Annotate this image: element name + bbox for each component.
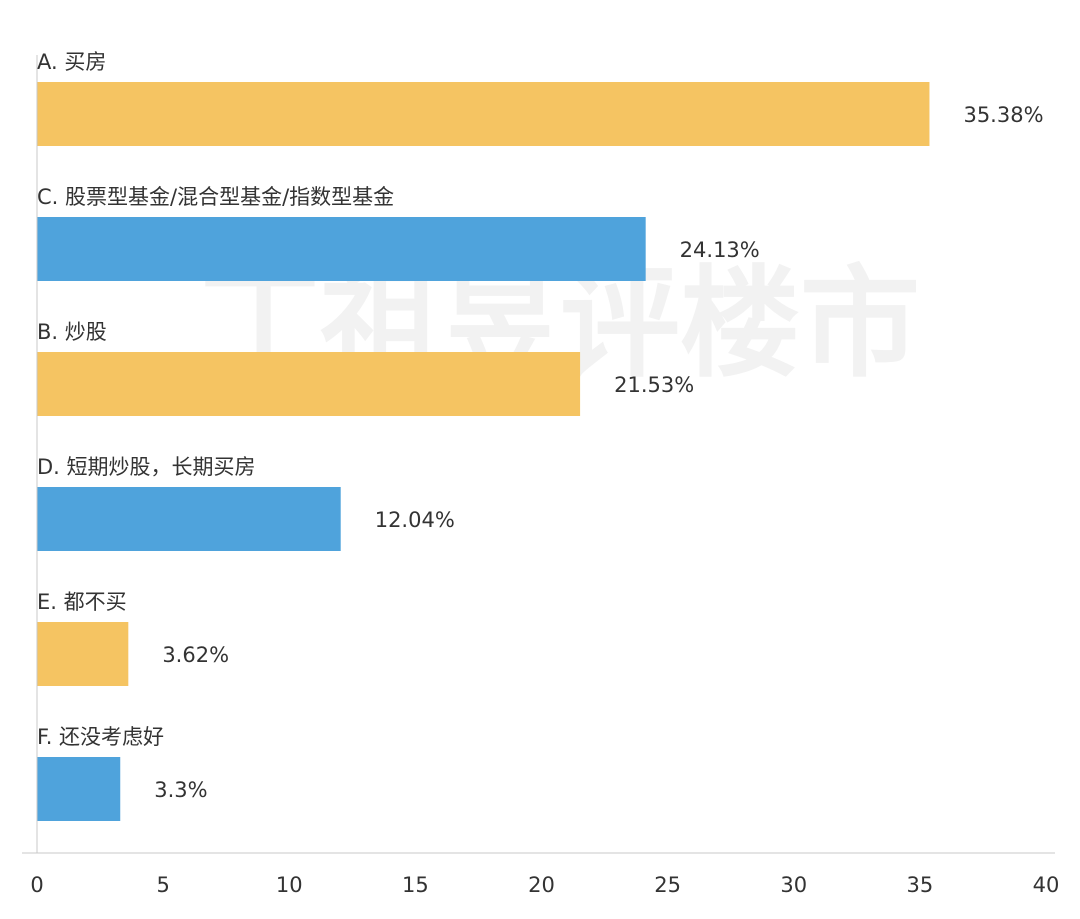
x-tick-label: 35 bbox=[907, 873, 934, 897]
x-tick-label: 15 bbox=[402, 873, 429, 897]
bars-layer: A. 买房 35.38% C. 股票型基金/混合型基金/指数型基金 24.13% B. … bbox=[37, 50, 1044, 821]
category-label: B. 炒股 bbox=[37, 320, 107, 344]
value-label: 21.53% bbox=[614, 373, 694, 397]
x-tick-label: 25 bbox=[654, 873, 681, 897]
category-label: F. 还没考虑好 bbox=[37, 725, 164, 749]
x-axis: 0 5 10 15 20 25 30 35 40 bbox=[22, 55, 1059, 897]
x-tick-label: 20 bbox=[528, 873, 555, 897]
value-label: 3.62% bbox=[162, 643, 229, 667]
value-label: 3.3% bbox=[154, 778, 207, 802]
category-label: D. 短期炒股，长期买房 bbox=[37, 455, 256, 479]
value-label: 12.04% bbox=[375, 508, 455, 532]
x-tick-label: 5 bbox=[156, 873, 169, 897]
category-label: C. 股票型基金/混合型基金/指数型基金 bbox=[37, 185, 394, 209]
category-label: E. 都不买 bbox=[37, 590, 127, 614]
value-label: 35.38% bbox=[963, 103, 1043, 127]
x-tick-label: 0 bbox=[30, 873, 43, 897]
bar bbox=[37, 217, 646, 281]
bar bbox=[37, 82, 930, 146]
bar bbox=[37, 622, 129, 686]
x-tick-label: 30 bbox=[780, 873, 807, 897]
value-label: 24.13% bbox=[680, 238, 760, 262]
bar bbox=[37, 352, 581, 416]
x-tick-label: 10 bbox=[276, 873, 303, 897]
bar bbox=[37, 757, 121, 821]
bar bbox=[37, 487, 341, 551]
x-tick-label: 40 bbox=[1033, 873, 1060, 897]
category-label: A. 买房 bbox=[37, 50, 106, 74]
